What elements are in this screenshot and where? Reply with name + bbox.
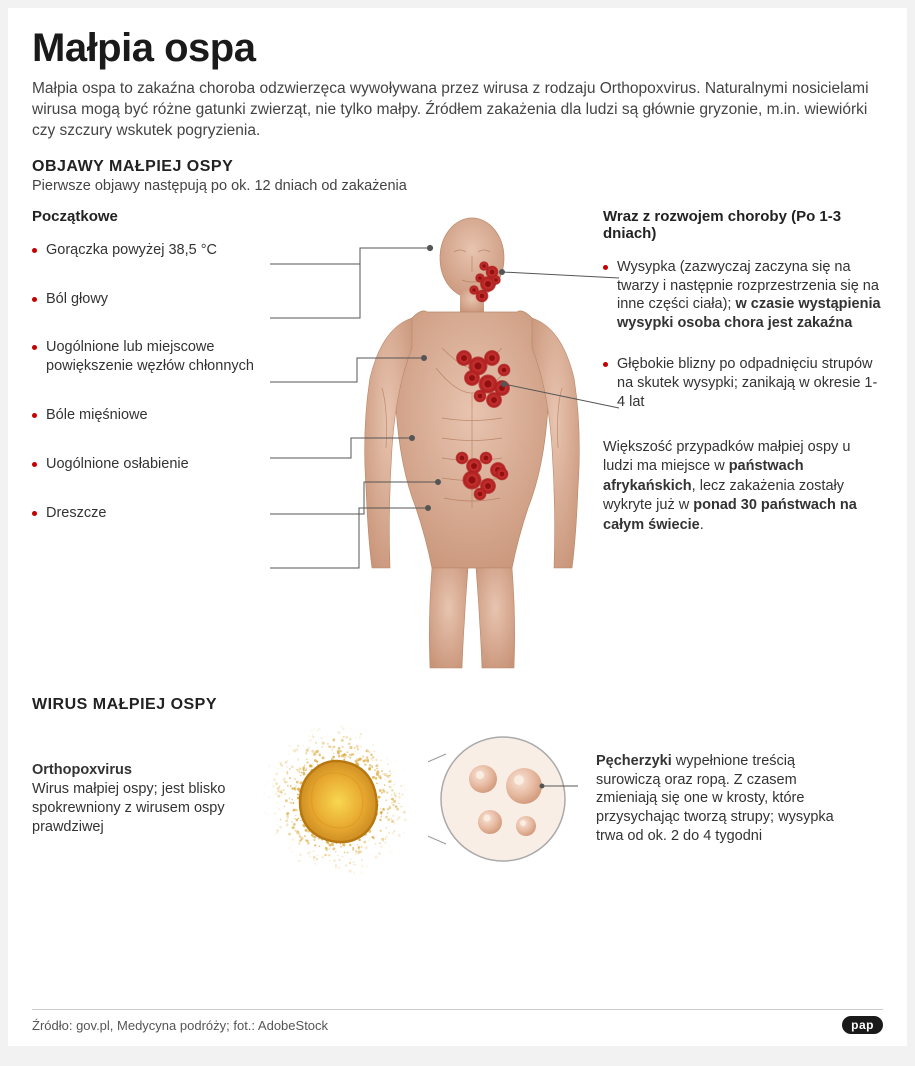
page-title: Małpia ospa — [32, 26, 883, 71]
intro-paragraph: Małpia ospa to zakaźna choroba odzwierzę… — [32, 79, 883, 142]
virus-row: Orthopoxvirus Wirus małpiej ospy; jest b… — [32, 724, 883, 874]
infographic-container: Małpia ospa Małpia ospa to zakaźna choro… — [8, 8, 907, 1046]
initial-symptoms-list: Gorączka powyżej 38,5 °C Ból głowy Uogólni… — [32, 241, 282, 523]
virus-particle-icon — [260, 724, 410, 874]
note-text: . — [700, 517, 704, 533]
virus-heading: WIRUS MAŁPIEJ OSPY — [32, 696, 883, 714]
symptom-item: Ból głowy — [32, 290, 282, 309]
progression-symptoms-title: Wraz z rozwojem choroby (Po 1-3 dniach) — [603, 208, 883, 242]
symptom-item: Uogólnione osłabienie — [32, 455, 282, 474]
symptom-item: Bóle mięśniowe — [32, 406, 282, 425]
symptoms-diagram: Początkowe Gorączka powyżej 38,5 °C Ból g… — [32, 208, 883, 688]
progression-symptoms-list: Wysypka (zazwyczaj zaczyna się na twarzy… — [603, 258, 883, 412]
symptom-item: Głębokie blizny po odpadnięciu strupów n… — [603, 355, 883, 412]
geographic-note: Większość przypadków małpiej ospy u ludz… — [603, 438, 883, 536]
vesicle-closeup-icon — [428, 724, 578, 874]
symptom-item: Dreszcze — [32, 504, 282, 523]
initial-symptoms-column: Początkowe Gorączka powyżej 38,5 °C Ból g… — [32, 208, 282, 553]
virus-desc-text: Wirus małpiej ospy; jest blisko spokrewn… — [32, 781, 225, 835]
symptoms-heading: OBJAWY MAŁPIEJ OSPY — [32, 158, 883, 176]
source-text: Źródło: gov.pl, Medycyna podróży; fot.: … — [32, 1018, 328, 1033]
human-body-figure — [332, 208, 612, 678]
vesicle-name: Pęcherzyki — [596, 753, 672, 769]
virus-section: WIRUS MAŁPIEJ OSPY Orthopoxvirus Wirus m… — [32, 696, 883, 874]
note-text: Większość przypadków małpiej ospy u ludz… — [603, 439, 850, 475]
footer: Źródło: gov.pl, Medycyna podróży; fot.: … — [32, 1009, 883, 1034]
symptom-item: Wysypka (zazwyczaj zaczyna się na twarzy… — [603, 258, 883, 333]
initial-symptoms-title: Początkowe — [32, 208, 282, 225]
symptom-item: Uogólnione lub miejscowe powiększenie wę… — [32, 338, 282, 376]
virus-name: Orthopoxvirus — [32, 762, 132, 778]
virus-description: Orthopoxvirus Wirus małpiej ospy; jest b… — [32, 761, 242, 836]
symptoms-subhead: Pierwsze objawy następują po ok. 12 dnia… — [32, 178, 883, 194]
symptom-item: Gorączka powyżej 38,5 °C — [32, 241, 282, 260]
progression-symptoms-column: Wraz z rozwojem choroby (Po 1-3 dniach) … — [603, 208, 883, 536]
pap-logo: pap — [842, 1016, 883, 1034]
vesicle-description: Pęcherzyki wypełnione treścią surowiczą … — [596, 752, 856, 846]
